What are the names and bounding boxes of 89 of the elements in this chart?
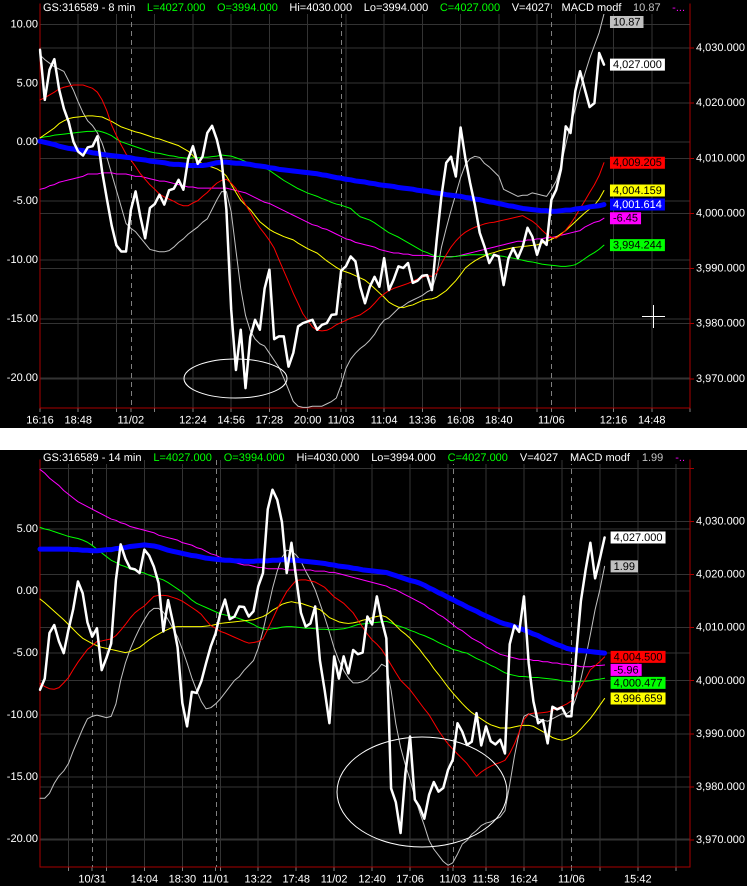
data-label: 1.99	[614, 560, 636, 573]
y2-tick-label: 4,030.000	[696, 42, 745, 54]
x-tick-label: 20:00	[294, 414, 322, 427]
x-tick-label: 11:58	[472, 874, 500, 886]
x-tick-label: 11/01	[202, 874, 229, 886]
y2-tick-label: 3,990.000	[696, 262, 745, 275]
x-tick-label: 17:06	[396, 874, 424, 886]
annotation: V=4027	[520, 452, 558, 464]
x-tick-label: 11/06	[538, 414, 565, 427]
y2-tick-label: 4,000.000	[696, 207, 745, 220]
annotation: Hi=4030.000	[296, 452, 360, 464]
annotation: MACD modf	[562, 2, 622, 14]
x-tick-label: 11/02	[117, 414, 144, 427]
y-tick-label: -5.00	[12, 647, 38, 660]
x-tick-label: 17:28	[256, 414, 284, 427]
data-label: 10.87	[612, 16, 640, 29]
y-tick-label: -20.00	[6, 372, 38, 384]
y-tick-label: 5.00	[16, 523, 38, 536]
data-label: 4,000.477	[614, 677, 663, 690]
data-label: 4,004.159	[612, 185, 662, 198]
x-tick-label: 17:48	[282, 874, 310, 886]
data-label: -5.96	[614, 664, 639, 676]
x-tick-label: 12:40	[358, 874, 386, 886]
y-tick-label: -10.00	[6, 254, 38, 266]
data-label: 3,996.659	[614, 693, 663, 706]
x-tick-label: 18:40	[485, 414, 513, 427]
annotation: L=4027.000	[146, 2, 206, 14]
y2-tick-label: 3,980.000	[696, 780, 745, 793]
y2-tick-label: 4,000.000	[696, 674, 745, 687]
annotation: O=3994.000	[216, 2, 278, 14]
y-tick-label: -20.00	[6, 833, 38, 846]
annotation: 1.99	[642, 452, 664, 464]
y-tick-label: 0.00	[16, 585, 38, 598]
y2-tick-label: 4,010.000	[696, 622, 745, 634]
annotation: L=4027.000	[153, 452, 212, 464]
y2-tick-label: 4,020.000	[696, 97, 745, 110]
x-tick-label: 13:36	[408, 414, 436, 427]
chart-title: GS:316589 - 8 min	[43, 2, 136, 14]
annotation: -...	[672, 2, 686, 14]
x-tick-label: 11/03	[328, 414, 354, 427]
y-tick-label: 5.00	[16, 77, 38, 90]
x-tick-label: 10/31	[78, 874, 106, 886]
annotation: O=3994.000	[224, 452, 285, 464]
y2-tick-label: 3,970.000	[696, 372, 745, 385]
x-tick-label: 16:08	[446, 414, 474, 427]
annotation: MACD modf	[570, 452, 631, 464]
annotation: Lo=3994.000	[371, 452, 436, 464]
y2-tick-label: 4,010.000	[696, 152, 745, 164]
y2-tick-label: 4,030.000	[696, 516, 745, 528]
x-tick-label: 13:22	[244, 874, 272, 886]
x-tick-label: 18:48	[64, 414, 92, 427]
x-tick-label: 16:16	[26, 414, 54, 427]
data-label: 4,027.000	[612, 59, 662, 72]
data-label: 4,009.205	[612, 157, 662, 170]
x-tick-label: 18:30	[168, 874, 196, 886]
annotation: Lo=3994.000	[364, 2, 428, 14]
y2-tick-label: 3,990.000	[696, 728, 745, 740]
y-tick-label: -5.00	[12, 195, 38, 208]
x-tick-label: 15:42	[624, 874, 652, 886]
x-tick-label: 11/03	[439, 874, 466, 886]
y-tick-label: -10.00	[6, 709, 38, 722]
annotation: V=4027	[512, 2, 550, 14]
x-tick-label: 11/06	[558, 874, 585, 886]
y-tick-label: -15.00	[6, 771, 38, 784]
y2-tick-label: 3,970.000	[696, 834, 745, 846]
chart-title: GS:316589 - 14 min	[43, 452, 142, 464]
annotation: C=4027.000	[448, 452, 508, 464]
annotation: C=4027.000	[440, 2, 500, 14]
data-label: 4,004.500	[614, 651, 663, 664]
x-tick-label: 11:04	[370, 414, 398, 427]
y-tick-label: 0.00	[16, 136, 38, 148]
annotation: -..	[675, 452, 686, 464]
y-tick-label: -15.00	[6, 313, 38, 326]
y-tick-label: 10.00	[10, 18, 38, 30]
x-tick-label: 11/02	[320, 874, 348, 886]
x-tick-label: 12:24	[179, 414, 207, 427]
x-tick-label: 14:48	[638, 414, 666, 427]
x-tick-label: 14:56	[217, 414, 245, 427]
data-label: -6.45	[612, 212, 638, 225]
y2-tick-label: 4,020.000	[696, 568, 745, 581]
data-label: 4,027.000	[614, 532, 663, 544]
x-tick-label: 12:16	[600, 414, 628, 427]
data-label: 3,994.244	[612, 240, 662, 252]
data-label: 4,001.614	[612, 199, 662, 212]
annotation: 10.87	[633, 2, 661, 14]
y2-tick-label: 3,980.000	[696, 318, 745, 330]
x-tick-label: 16:24	[510, 874, 538, 886]
annotation: Hi=4030.000	[289, 2, 352, 14]
x-tick-label: 14:04	[130, 874, 158, 886]
